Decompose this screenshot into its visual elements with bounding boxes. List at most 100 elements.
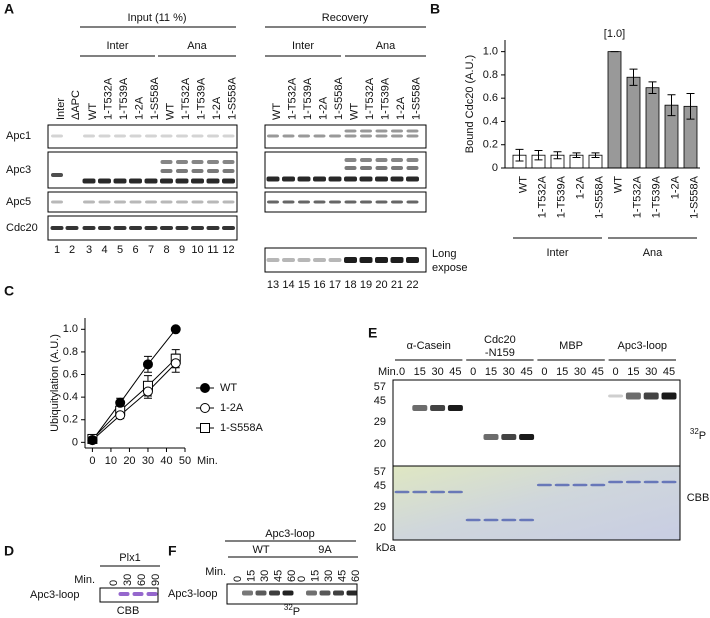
lane-number: 2 xyxy=(69,244,75,256)
band xyxy=(267,134,279,138)
band xyxy=(114,134,126,138)
band xyxy=(406,257,419,263)
time-label: 45 xyxy=(336,570,348,582)
band xyxy=(144,226,158,230)
band xyxy=(359,176,373,182)
band xyxy=(391,134,403,138)
stain-label: CBB xyxy=(117,605,140,617)
row-label: Apc3 xyxy=(6,164,31,176)
x-tick-label: 1-T532A xyxy=(536,175,548,218)
time-label: 60 xyxy=(286,570,298,582)
band xyxy=(344,129,357,133)
time-label: 15 xyxy=(309,570,321,582)
time-label: 45 xyxy=(520,366,532,378)
band xyxy=(132,592,144,596)
time-label: 45 xyxy=(272,570,284,582)
band xyxy=(375,166,388,170)
group-label: Inter xyxy=(546,247,568,259)
band xyxy=(447,490,463,494)
legend-label: 1-2A xyxy=(220,402,244,414)
band xyxy=(375,176,388,182)
y-tick-label: 1.0 xyxy=(483,46,498,58)
band xyxy=(82,226,96,230)
band xyxy=(661,392,677,400)
lane-label: 1-S558A xyxy=(410,77,422,120)
group-label: Inter xyxy=(292,40,314,52)
time-label: 30 xyxy=(122,574,134,586)
band xyxy=(129,178,142,184)
gel xyxy=(47,215,238,241)
marker xyxy=(170,324,181,335)
band xyxy=(344,134,357,138)
band xyxy=(191,178,204,184)
band xyxy=(391,166,403,170)
lane-label: 1-T539A xyxy=(118,77,130,120)
x-tick-label: 1-S558A xyxy=(688,175,700,218)
row-label: Apc3-loop xyxy=(30,589,80,601)
group-header: Apc3-loop xyxy=(265,528,315,540)
y-tick-label: 0.2 xyxy=(483,139,498,151)
band xyxy=(536,483,552,487)
group-label: Ana xyxy=(187,40,207,52)
lane-label: 1-T532A xyxy=(180,77,192,120)
band xyxy=(160,200,173,204)
group-label: Ana xyxy=(376,40,396,52)
band xyxy=(50,226,64,230)
annotation: [1.0] xyxy=(604,28,625,40)
band xyxy=(206,226,220,230)
marker xyxy=(115,410,126,421)
band xyxy=(297,176,311,182)
band xyxy=(313,258,326,262)
band xyxy=(412,490,428,494)
band xyxy=(191,200,204,204)
panel-letter: E xyxy=(368,325,377,341)
axis-label: Min. xyxy=(378,366,399,378)
y-tick-label: 0 xyxy=(72,436,78,448)
band xyxy=(412,405,428,411)
band xyxy=(98,200,111,204)
band xyxy=(643,480,659,484)
band xyxy=(160,178,173,184)
band xyxy=(375,200,388,204)
band xyxy=(447,405,463,411)
band xyxy=(406,129,419,133)
error-bar xyxy=(667,94,676,117)
lane-label: WT xyxy=(164,103,176,120)
mw-label: 57 xyxy=(374,466,386,478)
band xyxy=(394,490,410,494)
band xyxy=(519,518,535,522)
row-label: Apc1 xyxy=(6,130,31,142)
error-bar xyxy=(572,152,581,159)
lane-number: 17 xyxy=(329,279,341,291)
lane-number: 9 xyxy=(179,244,185,256)
legend-marker xyxy=(200,383,210,393)
y-tick-label: 0.8 xyxy=(63,346,78,358)
error-bar xyxy=(553,151,562,160)
stain-label: 32P xyxy=(690,427,706,442)
band xyxy=(144,178,158,184)
lane-number: 8 xyxy=(163,244,169,256)
band xyxy=(267,200,279,204)
lane-label: 1-T532A xyxy=(364,77,376,120)
band xyxy=(375,257,388,263)
axis-label: Min. xyxy=(74,574,95,586)
band xyxy=(430,490,446,494)
gel-note: expose xyxy=(432,262,467,274)
band xyxy=(282,176,295,182)
band xyxy=(207,200,219,204)
series-line xyxy=(92,328,177,441)
x-tick-label: WT xyxy=(517,176,529,193)
band xyxy=(319,590,331,596)
x-tick-label: 1-S558A xyxy=(593,175,605,218)
mw-label: 29 xyxy=(374,501,386,513)
lane-label: 1-2A xyxy=(211,96,223,120)
legend-label: WT xyxy=(220,382,237,394)
panel-letter: F xyxy=(168,543,177,559)
lane-number: 16 xyxy=(313,279,325,291)
y-tick-label: 0.6 xyxy=(483,92,498,104)
band xyxy=(344,166,357,170)
band xyxy=(313,176,326,182)
band xyxy=(266,176,280,182)
gel xyxy=(264,151,427,189)
